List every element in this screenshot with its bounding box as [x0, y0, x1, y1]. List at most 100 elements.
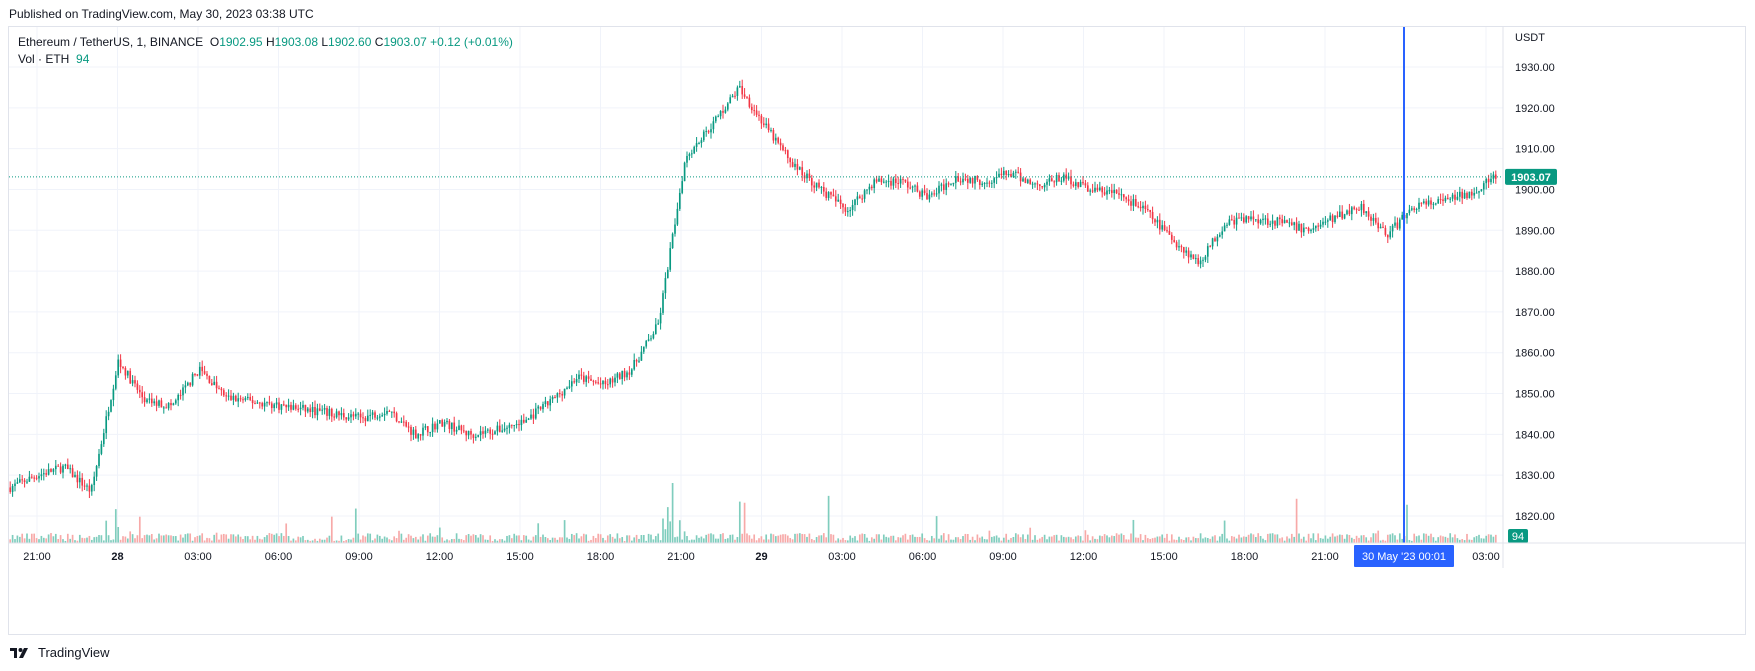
- volume-bar: [462, 540, 465, 543]
- volume-bar: [129, 531, 132, 543]
- candle-body: [1242, 217, 1245, 223]
- candle-body: [702, 131, 705, 141]
- volume-bar: [1485, 535, 1488, 543]
- volume-bar: [753, 534, 756, 543]
- candle-body: [664, 278, 667, 294]
- candle-body: [1022, 178, 1024, 182]
- volume-bar: [578, 538, 580, 543]
- volume-bar: [539, 536, 542, 543]
- volume-bar: [676, 536, 679, 543]
- candle-body: [1348, 210, 1351, 215]
- volume-bar: [1158, 536, 1161, 543]
- candle-body: [760, 115, 763, 124]
- volume-bar: [1010, 538, 1012, 543]
- candle-body: [832, 194, 835, 197]
- volume-bar: [662, 518, 664, 543]
- candle-body: [1262, 218, 1264, 221]
- volume-bar: [1374, 533, 1377, 543]
- volume-bar: [784, 534, 787, 543]
- candle-body: [172, 403, 175, 406]
- candle-body: [1358, 209, 1360, 211]
- volume-bar: [1070, 537, 1072, 543]
- chart-frame[interactable]: [8, 26, 1746, 635]
- volume-bar: [621, 537, 624, 543]
- candle-body: [1058, 175, 1060, 182]
- candle-body: [148, 398, 151, 400]
- candle-body: [162, 407, 165, 409]
- candle-body: [388, 410, 391, 412]
- volume-bar: [258, 538, 261, 543]
- candle-body: [930, 193, 933, 195]
- candle-body: [592, 380, 595, 382]
- candle-body: [1247, 216, 1250, 220]
- volume-bar: [1302, 536, 1305, 543]
- footer-branding[interactable]: TradingView: [10, 645, 110, 660]
- volume-bar: [616, 533, 619, 543]
- volume-bar: [1098, 535, 1101, 543]
- volume-bar: [112, 539, 115, 543]
- volume-bar: [434, 536, 436, 543]
- volume-bar: [1468, 539, 1471, 543]
- candle-body: [520, 419, 523, 426]
- volume-bar: [1022, 534, 1024, 543]
- candle-body: [1281, 219, 1284, 224]
- candle-body: [1072, 184, 1075, 186]
- volume-bar: [894, 540, 897, 543]
- candle-body: [1259, 220, 1262, 224]
- candle-body: [873, 179, 876, 189]
- candle-body: [479, 431, 482, 436]
- candle-body: [647, 339, 650, 341]
- candle-body: [887, 180, 890, 182]
- volume-bar: [695, 535, 698, 543]
- volume-bar: [933, 538, 936, 543]
- volume-bar: [196, 535, 199, 543]
- volume-bar: [1432, 537, 1435, 543]
- candle-body: [988, 182, 991, 184]
- candle-body: [1175, 242, 1178, 248]
- candle-body: [1439, 199, 1442, 201]
- candle-body: [551, 397, 554, 400]
- volume-bar: [851, 537, 854, 543]
- candle-body: [666, 269, 669, 279]
- volume-bar: [1266, 533, 1269, 543]
- candle-body: [294, 405, 297, 409]
- volume-bar: [638, 538, 640, 543]
- volume-bar: [1137, 537, 1140, 543]
- candle-body: [328, 408, 331, 416]
- candle-body: [359, 413, 362, 418]
- candle-body: [810, 177, 813, 186]
- candle-body: [210, 383, 213, 385]
- published-caption: Published on TradingView.com, May 30, 20…: [9, 7, 314, 21]
- volume-bar: [986, 539, 988, 543]
- volume-bar: [57, 539, 60, 543]
- candle-body: [1331, 215, 1334, 222]
- candle-body: [546, 401, 549, 406]
- volume-bar: [1446, 537, 1449, 543]
- volume-bar: [772, 534, 775, 543]
- candle-body: [1456, 196, 1459, 200]
- candle-body: [174, 400, 177, 404]
- volume-bar: [983, 539, 986, 543]
- volume-bar: [654, 536, 657, 543]
- candle-body: [705, 130, 708, 132]
- candle-body: [1367, 211, 1370, 217]
- volume-bar: [26, 533, 28, 543]
- candle-body: [258, 402, 261, 404]
- volume-bar: [1182, 539, 1185, 543]
- volume-bar: [59, 535, 62, 543]
- candle-body: [402, 421, 405, 423]
- candle-body: [1034, 183, 1036, 185]
- volume-bar: [42, 537, 45, 543]
- volume-bar: [256, 535, 259, 543]
- candle-body: [700, 140, 703, 144]
- volume-bar: [1422, 533, 1425, 543]
- candle-body: [182, 387, 184, 396]
- volume-bar: [976, 534, 979, 543]
- volume-bar: [1454, 534, 1456, 543]
- candle-body: [446, 420, 448, 423]
- volume-bar: [1199, 533, 1202, 543]
- volume-bar: [875, 534, 878, 543]
- candle-body: [530, 414, 532, 419]
- volume-bar: [1046, 539, 1048, 543]
